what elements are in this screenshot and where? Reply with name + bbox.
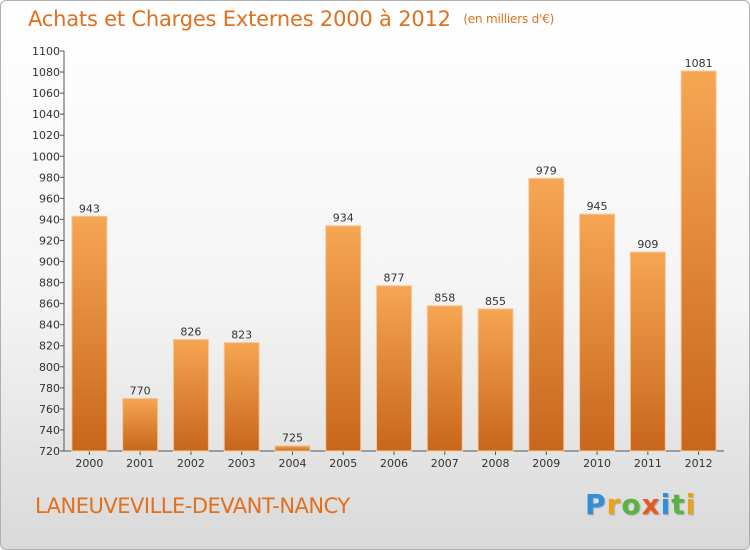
x-tick-label: 2008 bbox=[482, 457, 510, 470]
x-tick-label: 2003 bbox=[228, 457, 256, 470]
x-tick-label: 2001 bbox=[126, 457, 154, 470]
y-tick-label: 1100 bbox=[32, 45, 60, 58]
bar bbox=[71, 215, 108, 452]
logo-letter: i bbox=[685, 488, 697, 521]
y-tick-label: 900 bbox=[39, 256, 60, 269]
x-tick-label: 2010 bbox=[583, 457, 611, 470]
y-tick-label: 980 bbox=[39, 171, 60, 184]
title-text: Achats et Charges Externes 2000 à 2012 bbox=[28, 7, 451, 31]
x-tick-label: 2006 bbox=[380, 457, 408, 470]
y-tick-label: 740 bbox=[39, 424, 60, 437]
y-tick-label: 1080 bbox=[32, 66, 60, 79]
y-tick-label: 920 bbox=[39, 234, 60, 247]
bar-value-label: 943 bbox=[79, 202, 100, 215]
y-tick-label: 800 bbox=[39, 361, 60, 374]
proxiti-logo: Proxiti bbox=[585, 488, 696, 521]
bar bbox=[172, 338, 209, 452]
y-tick-label: 880 bbox=[39, 277, 60, 290]
logo-letter: r bbox=[606, 488, 622, 521]
bar bbox=[680, 70, 717, 452]
bar-value-label: 858 bbox=[434, 292, 455, 305]
x-tick-label: 2005 bbox=[329, 457, 357, 470]
bar-value-label: 855 bbox=[485, 295, 506, 308]
bar-value-label: 945 bbox=[587, 200, 608, 213]
bar bbox=[325, 225, 362, 452]
logo-letter: x bbox=[641, 488, 661, 521]
chart-subtitle: (en milliers d'€) bbox=[463, 12, 555, 26]
x-tick-label: 2000 bbox=[75, 457, 103, 470]
y-tick-label: 780 bbox=[39, 382, 60, 395]
y-tick-label: 1060 bbox=[32, 87, 60, 100]
bar-value-label: 770 bbox=[130, 384, 151, 397]
bar bbox=[477, 308, 514, 452]
x-tick-label: 2007 bbox=[431, 457, 459, 470]
bar-value-label: 1081 bbox=[685, 57, 713, 70]
bar-value-label: 877 bbox=[384, 272, 405, 285]
x-tick-label: 2004 bbox=[278, 457, 306, 470]
y-tick-label: 960 bbox=[39, 192, 60, 205]
y-tick-label: 860 bbox=[39, 298, 60, 311]
y-tick-label: 720 bbox=[39, 445, 60, 458]
y-tick-label: 820 bbox=[39, 340, 60, 353]
x-tick-label: 2009 bbox=[532, 457, 560, 470]
bar bbox=[274, 445, 311, 452]
x-tick-label: 2002 bbox=[177, 457, 205, 470]
y-tick-label: 1000 bbox=[32, 150, 60, 163]
bar bbox=[528, 177, 565, 452]
y-tick-label: 840 bbox=[39, 319, 60, 332]
bar-value-label: 823 bbox=[231, 329, 252, 342]
logo-letter: o bbox=[621, 488, 642, 521]
y-tick-label: 940 bbox=[39, 213, 60, 226]
bar bbox=[223, 342, 260, 452]
y-tick-label: 760 bbox=[39, 403, 60, 416]
bar-value-label: 934 bbox=[333, 212, 354, 225]
bar-value-label: 725 bbox=[282, 432, 303, 445]
bar bbox=[376, 285, 412, 452]
y-tick-label: 1040 bbox=[32, 108, 60, 121]
bar-value-label: 826 bbox=[180, 325, 201, 338]
x-tick-label: 2012 bbox=[685, 457, 713, 470]
bar bbox=[579, 213, 616, 452]
chart-title: Achats et Charges Externes 2000 à 2012 (… bbox=[28, 7, 554, 31]
bar-value-label: 909 bbox=[637, 238, 658, 251]
town-name: LANEUVEVILLE-DEVANT-NANCY bbox=[35, 494, 350, 518]
bar-value-label: 979 bbox=[536, 164, 557, 177]
logo-letter: t bbox=[671, 488, 686, 521]
bar bbox=[426, 305, 463, 452]
logo-letter: i bbox=[660, 488, 672, 521]
logo-letter: P bbox=[585, 488, 607, 521]
bar bbox=[122, 397, 159, 452]
y-tick-label: 1020 bbox=[32, 129, 60, 142]
bar bbox=[629, 251, 666, 452]
x-tick-label: 2011 bbox=[634, 457, 662, 470]
